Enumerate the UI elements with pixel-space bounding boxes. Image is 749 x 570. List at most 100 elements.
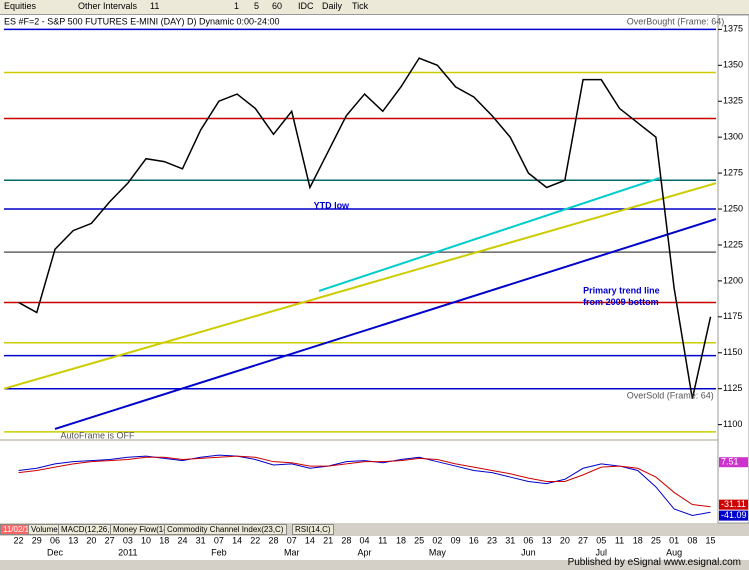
x-tick-label: 01: [669, 536, 679, 545]
y-tick-label: 1375: [723, 24, 743, 34]
y-tick-label: 1250: [723, 203, 743, 213]
x-tick-label: 11: [615, 536, 624, 545]
x-month-label: Dec: [47, 547, 64, 557]
x-tick-label: 03: [123, 536, 133, 545]
x-tick-label: 18: [396, 536, 406, 545]
x-axis: 22 29 06 13 20 27 03 10 18 24 31 07 14 22 28 07 14 21 28 04…: [0, 536, 749, 560]
tool-button[interactable]: Daily: [322, 1, 343, 11]
x-tick-label: 29: [32, 536, 42, 545]
x-tick-label: 15: [706, 536, 716, 545]
y-tick-label: 1325: [723, 96, 743, 106]
x-tick-label: 23: [487, 536, 497, 545]
x-tick-label: 21: [323, 536, 333, 545]
y-axis-pane: [717, 14, 749, 524]
x-tick-label: 27: [105, 536, 115, 545]
tool-button[interactable]: Equities: [4, 1, 37, 11]
value-label: 7.51: [721, 457, 739, 467]
trend-line: [54, 218, 717, 430]
x-tick-label: 05: [596, 536, 606, 545]
tool-button[interactable]: 60: [272, 1, 283, 11]
x-tick-label: 28: [268, 536, 278, 545]
x-tick-label: 06: [523, 536, 533, 545]
x-tick-label: 25: [414, 536, 424, 545]
x-month-label: Mar: [284, 547, 300, 557]
x-tick-label: 22: [250, 536, 260, 545]
tool-button[interactable]: 11: [150, 1, 160, 11]
toolbar: Equities Other Intervals 11 1 5 60 IDC D…: [0, 0, 749, 15]
x-tick-label: 24: [177, 536, 187, 545]
tab[interactable]: RSI(14,C): [292, 524, 334, 535]
macd-pane: [0, 441, 718, 523]
x-tick-label: 11: [378, 536, 387, 545]
x-month-label: Apr: [358, 547, 372, 557]
x-tick-label: 20: [560, 536, 570, 545]
x-month-label: 2011: [118, 547, 137, 557]
x-month-label: May: [429, 547, 447, 557]
x-tick-label: 20: [86, 536, 96, 545]
x-month-label: Aug: [666, 547, 682, 557]
trend-line: [318, 176, 662, 292]
footer: Published by eSignal www.esignal.com: [567, 557, 741, 568]
value-label-box: [719, 499, 748, 510]
macd-line: [18, 455, 711, 508]
x-tick-label: 22: [14, 536, 24, 545]
tool-button[interactable]: 5: [254, 1, 260, 11]
value-label-box: [719, 510, 748, 521]
value-label: -31.11: [721, 499, 746, 509]
tool-button[interactable]: Tick: [352, 1, 369, 11]
trend-line: [3, 182, 717, 390]
y-tick-label: 1225: [723, 239, 743, 249]
y-tick-label: 1300: [723, 132, 743, 142]
annotation: OverSold (Frame: 64): [627, 390, 714, 400]
chart-title: ES #F=2 - S&P 500 FUTURES E-MINI (DAY) D…: [4, 16, 280, 26]
value-label: -41.09: [721, 510, 747, 520]
tab-bar: 11/02/10 Volume MACD(12,26,9,C) Money Fl…: [0, 524, 749, 536]
macd-line: [18, 454, 711, 517]
x-tick-label: 16: [469, 536, 479, 545]
x-tick-label: 02: [432, 536, 442, 545]
x-tick-label: 13: [542, 536, 552, 545]
x-tick-label: 28: [341, 536, 351, 545]
y-tick-label: 1200: [723, 275, 743, 285]
x-tick-label: 31: [196, 536, 206, 545]
annotation: OverBought (Frame: 64): [627, 17, 725, 27]
y-tick-label: 1350: [723, 60, 743, 70]
x-tick-label: 07: [214, 536, 224, 545]
x-tick-label: 25: [651, 536, 661, 545]
y-tick-label: 1150: [723, 347, 742, 357]
tab[interactable]: Commodity Channel Index(23,C): [164, 524, 287, 535]
x-tick-label: 09: [451, 536, 461, 545]
tab[interactable]: Volume: [28, 524, 61, 535]
x-tick-label: 31: [505, 536, 515, 545]
x-tick-label: 10: [141, 536, 151, 545]
y-tick-label: 1100: [723, 419, 742, 429]
x-tick-label: 14: [232, 536, 242, 545]
annotation: from 2009 bottom: [583, 297, 659, 307]
x-tick-label: 18: [159, 536, 169, 545]
chart: ES #F=2 - S&P 500 FUTURES E-MINI (DAY) D…: [0, 14, 749, 524]
y-tick-label: 1175: [723, 311, 742, 321]
x-month-label: Jun: [521, 547, 536, 557]
annotation: Primary trend line: [583, 285, 660, 295]
x-tick-label: 27: [578, 536, 588, 545]
tool-button[interactable]: IDC: [298, 1, 314, 11]
y-tick-label: 1125: [723, 383, 742, 393]
x-tick-label: 04: [360, 536, 370, 545]
annotation: AutoFrame is OFF: [60, 431, 135, 441]
tool-button[interactable]: Other Intervals: [78, 1, 138, 11]
x-tick-label: 14: [305, 536, 315, 545]
x-tick-label: 18: [633, 536, 643, 545]
x-tick-label: 08: [687, 536, 697, 545]
x-tick-label: 13: [68, 536, 78, 545]
x-month-label: Feb: [211, 547, 227, 557]
y-tick-label: 1275: [723, 167, 743, 177]
annotation: YTD low: [314, 201, 350, 211]
price-line: [18, 57, 712, 399]
price-pane: [0, 15, 718, 439]
value-label-box: [719, 457, 748, 468]
x-month-label: Jul: [596, 547, 608, 557]
x-tick-label: 06: [50, 536, 60, 545]
tool-button[interactable]: 1: [234, 1, 240, 11]
x-tick-label: 07: [287, 536, 297, 545]
